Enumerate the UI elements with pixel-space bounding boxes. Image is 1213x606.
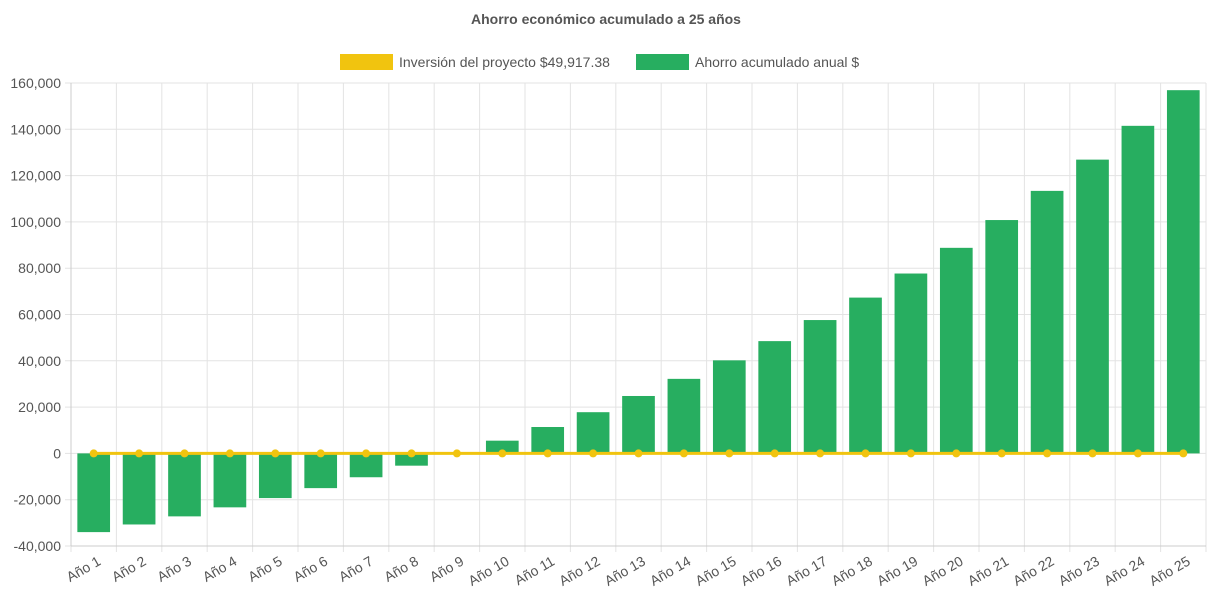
point-inversion-14[interactable] bbox=[679, 449, 688, 458]
x-tick-label: Año 7 bbox=[336, 553, 376, 585]
legend-item-savings[interactable]: Ahorro acumulado anual $ bbox=[636, 54, 859, 70]
x-tick-label: Año 23 bbox=[1056, 553, 1103, 589]
point-inversion-2[interactable] bbox=[135, 449, 144, 458]
bar-ahorro-10[interactable] bbox=[485, 440, 519, 454]
x-tick-label: Año 1 bbox=[64, 553, 104, 585]
bar-ahorro-7[interactable] bbox=[349, 453, 383, 478]
x-tick-label: Año 10 bbox=[465, 553, 512, 589]
point-inversion-10[interactable] bbox=[498, 449, 507, 458]
bar-ahorro-20[interactable] bbox=[939, 247, 973, 454]
legend-label-investment: Inversión del proyecto $49,917.38 bbox=[399, 54, 610, 70]
point-inversion-13[interactable] bbox=[634, 449, 643, 458]
y-tick-label: -40,000 bbox=[14, 538, 62, 554]
x-tick-label: Año 12 bbox=[556, 553, 603, 589]
x-tick-label: Año 17 bbox=[783, 553, 830, 589]
point-inversion-8[interactable] bbox=[407, 449, 416, 458]
legend: Inversión del proyecto $49,917.38 Ahorro… bbox=[340, 54, 859, 70]
bar-ahorro-17[interactable] bbox=[803, 320, 837, 454]
point-inversion-23[interactable] bbox=[1088, 449, 1097, 458]
bar-ahorro-25[interactable] bbox=[1166, 90, 1200, 454]
chart-title: Ahorro económico acumulado a 25 años bbox=[471, 11, 741, 27]
bar-ahorro-21[interactable] bbox=[985, 220, 1019, 454]
point-inversion-4[interactable] bbox=[225, 449, 234, 458]
legend-swatch-savings bbox=[636, 54, 689, 70]
point-inversion-1[interactable] bbox=[89, 449, 98, 458]
point-inversion-17[interactable] bbox=[816, 449, 825, 458]
point-inversion-20[interactable] bbox=[952, 449, 961, 458]
x-tick-label: Año 5 bbox=[245, 553, 285, 585]
x-tick-label: Año 2 bbox=[109, 553, 149, 585]
x-tick-label: Año 8 bbox=[381, 553, 421, 585]
point-inversion-3[interactable] bbox=[180, 449, 189, 458]
x-tick-label: Año 24 bbox=[1101, 553, 1148, 589]
point-inversion-5[interactable] bbox=[271, 449, 280, 458]
x-tick-label: Año 9 bbox=[427, 553, 467, 585]
y-tick-label: 40,000 bbox=[18, 353, 61, 369]
x-tick-label: Año 22 bbox=[1010, 553, 1057, 589]
x-tick-label: Año 25 bbox=[1146, 553, 1193, 589]
x-tick-label: Año 6 bbox=[291, 553, 331, 585]
bar-ahorro-14[interactable] bbox=[667, 378, 701, 454]
bar-ahorro-23[interactable] bbox=[1076, 159, 1109, 454]
x-tick-label: Año 21 bbox=[965, 553, 1012, 589]
bar-ahorro-11[interactable] bbox=[531, 427, 565, 454]
bar-ahorro-19[interactable] bbox=[894, 273, 928, 454]
point-inversion-25[interactable] bbox=[1179, 449, 1188, 458]
x-tick-label: Año 14 bbox=[647, 553, 694, 589]
y-tick-label: 60,000 bbox=[18, 307, 61, 323]
y-tick-label: 120,000 bbox=[10, 168, 61, 184]
bar-ahorro-22[interactable] bbox=[1030, 190, 1064, 454]
point-inversion-12[interactable] bbox=[589, 449, 598, 458]
x-tick-label: Año 13 bbox=[602, 553, 649, 589]
x-tick-label: Año 19 bbox=[874, 553, 921, 589]
legend-swatch-investment bbox=[340, 54, 393, 70]
bar-ahorro-18[interactable] bbox=[849, 297, 882, 454]
y-tick-label: 100,000 bbox=[10, 214, 61, 230]
point-inversion-16[interactable] bbox=[770, 449, 779, 458]
bar-ahorro-16[interactable] bbox=[758, 341, 792, 454]
y-tick-label: 140,000 bbox=[10, 121, 61, 137]
point-inversion-9[interactable] bbox=[452, 449, 461, 458]
point-inversion-7[interactable] bbox=[362, 449, 371, 458]
point-inversion-21[interactable] bbox=[997, 449, 1006, 458]
bar-ahorro-12[interactable] bbox=[576, 412, 610, 454]
y-tick-label: 160,000 bbox=[10, 75, 61, 91]
y-tick-label: 80,000 bbox=[18, 260, 61, 276]
x-tick-label: Año 4 bbox=[200, 553, 240, 585]
legend-item-investment[interactable]: Inversión del proyecto $49,917.38 bbox=[340, 54, 610, 70]
point-inversion-19[interactable] bbox=[906, 449, 915, 458]
bar-ahorro-2[interactable] bbox=[122, 453, 156, 525]
x-tick-label: Año 16 bbox=[738, 553, 785, 589]
point-inversion-6[interactable] bbox=[316, 449, 325, 458]
y-tick-label: 20,000 bbox=[18, 399, 61, 415]
bar-ahorro-8[interactable] bbox=[395, 453, 428, 466]
point-inversion-15[interactable] bbox=[725, 449, 734, 458]
x-tick-label: Año 20 bbox=[919, 553, 966, 589]
x-tick-label: Año 11 bbox=[512, 553, 558, 589]
plot-area: 160,000 140,000 120,000 100,000 80,000 60,000… bbox=[10, 75, 1207, 589]
point-inversion-22[interactable] bbox=[1043, 449, 1052, 458]
x-tick-label: Año 3 bbox=[154, 553, 194, 585]
bar-ahorro-13[interactable] bbox=[622, 395, 655, 454]
point-inversion-11[interactable] bbox=[543, 449, 552, 458]
x-tick-label: Año 15 bbox=[692, 553, 739, 589]
bar-ahorro-4[interactable] bbox=[213, 453, 247, 508]
point-inversion-24[interactable] bbox=[1133, 449, 1142, 458]
bar-ahorro-6[interactable] bbox=[304, 453, 338, 489]
y-tick-label: 0 bbox=[53, 445, 61, 461]
y-tick-label: -20,000 bbox=[14, 492, 62, 508]
legend-label-savings: Ahorro acumulado anual $ bbox=[695, 54, 859, 70]
bar-ahorro-1[interactable] bbox=[77, 453, 111, 533]
bar-ahorro-3[interactable] bbox=[168, 453, 201, 517]
bar-ahorro-15[interactable] bbox=[712, 360, 746, 454]
bar-ahorro-5[interactable] bbox=[258, 453, 292, 499]
bar-ahorro-24[interactable] bbox=[1121, 125, 1155, 454]
point-inversion-18[interactable] bbox=[861, 449, 870, 458]
x-tick-label: Año 18 bbox=[829, 553, 876, 589]
